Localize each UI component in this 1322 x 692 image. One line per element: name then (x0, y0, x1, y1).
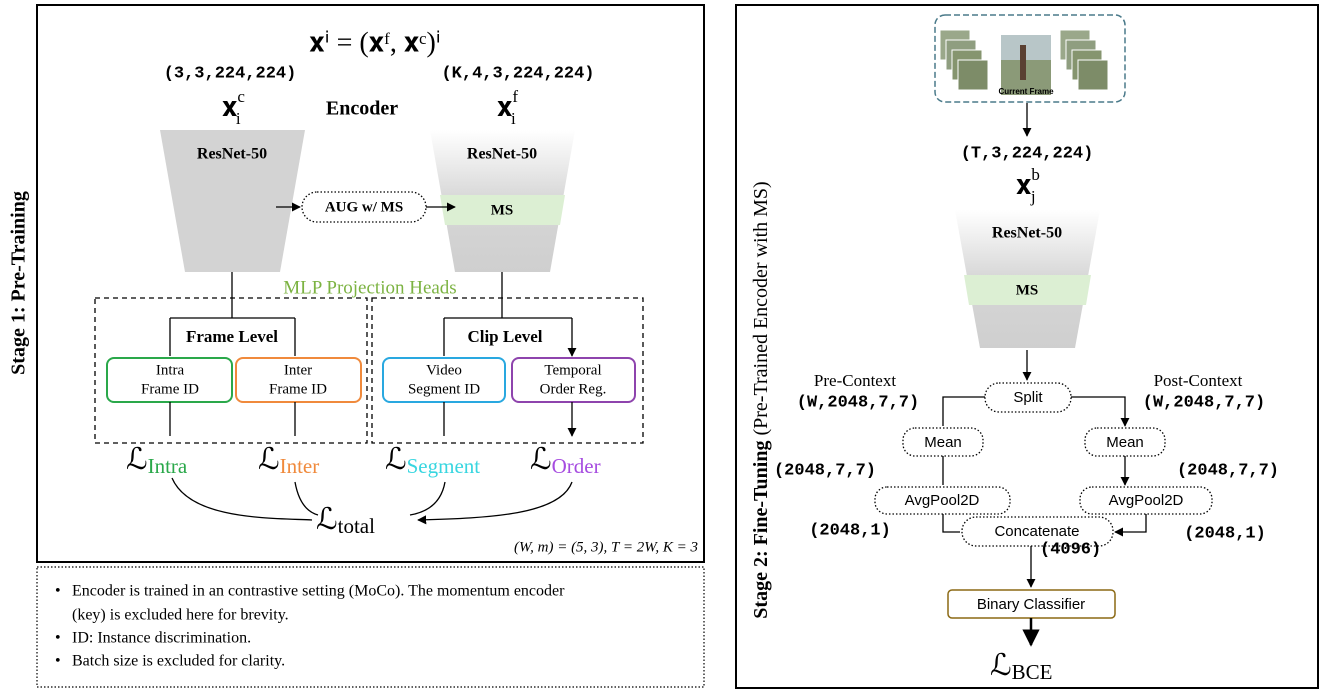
bce-loss: ℒBCE (990, 649, 1052, 684)
pool-shape: (2048,1) (809, 521, 891, 540)
bullet: • (55, 630, 61, 647)
frame-level: Frame Level (186, 327, 278, 346)
input-b: 𝐱b j (1016, 165, 1040, 206)
frame-box (94, 297, 368, 444)
stage1-panel (36, 4, 705, 563)
notes: • Encoder is trained in an contrastive s… (55, 583, 565, 670)
post-context: Post-Context (1154, 371, 1243, 390)
formula: 𝐱ⁱ = (𝐱ᶠ, 𝐱ᶜ)ⁱ (309, 27, 441, 58)
note: Encoder is trained in an contrastive set… (72, 583, 565, 600)
shape-in: (T,3,224,224) (961, 144, 1094, 163)
classifier-label: Binary Classifier (977, 596, 1085, 613)
arrow (169, 402, 572, 436)
bullet: • (55, 583, 61, 600)
split-label: Split (1013, 389, 1043, 406)
task-label: Intra (156, 362, 185, 378)
note: (key) is excluded here for brevity. (72, 607, 289, 624)
task-label: Video (426, 362, 462, 378)
arrow (169, 318, 572, 356)
aug-label: AUG w/ MS (325, 199, 403, 215)
input-f: 𝐱f i (497, 87, 518, 128)
task-label: Inter (284, 362, 312, 378)
mean-label: Mean (1106, 434, 1144, 451)
note: Batch size is excluded for clarity. (72, 653, 285, 670)
task-box (235, 357, 362, 403)
connector (170, 272, 572, 319)
arrow (942, 456, 1125, 485)
pre-shape: (W,2048,7,7) (797, 393, 919, 412)
frame-thumb (1077, 59, 1109, 91)
total-loss: ℒtotal (316, 503, 375, 538)
loss: ℒIntra (126, 443, 188, 478)
arrow (942, 514, 1147, 532)
pool-box (1079, 486, 1213, 515)
heads-label: MLP Projection Heads (283, 277, 456, 298)
aug-box (301, 191, 427, 223)
current-frame-label: Current Frame (998, 87, 1054, 96)
task-label: Temporal (544, 362, 601, 378)
stage2-label: Stage 2: Fine-Tuning(Pre-Trained Encoder… (750, 181, 772, 618)
backbone-left: ResNet-50 (197, 146, 267, 163)
stage2-panel (735, 4, 1319, 689)
bullet: • (55, 653, 61, 670)
params: (W, m) = (5, 3), T = 2W, K = 3 (514, 539, 698, 555)
figure (1020, 45, 1026, 80)
frame-thumb (957, 59, 989, 91)
mean-label: Mean (924, 434, 962, 451)
concat-label: Concatenate (994, 523, 1079, 540)
mean-shape: (2048,7,7) (774, 461, 876, 480)
encoder-label: Encoder (326, 98, 398, 120)
loss: ℒInter (258, 443, 319, 478)
clip-level: Clip Level (467, 327, 542, 346)
frames-group (934, 14, 1126, 103)
note: ID: Instance discrimination. (72, 630, 251, 647)
task-boxes: Intra Frame ID Inter Frame ID Video Segm… (106, 357, 636, 403)
shape-f: (K,4,3,224,224) (441, 64, 594, 83)
mean-box (1084, 427, 1166, 457)
task-label: Frame ID (269, 381, 327, 397)
task-label: Frame ID (141, 381, 199, 397)
encoder-left (160, 130, 305, 272)
clip-box (371, 297, 644, 444)
pool-label: AvgPool2D (905, 492, 980, 509)
ms-band (964, 275, 1091, 305)
input-c: 𝐱c i (222, 87, 245, 128)
loss: ℒOrder (530, 443, 601, 478)
frame-stacks (939, 29, 1109, 95)
ms-label: MS (1016, 282, 1039, 298)
loss: ℒSegment (385, 443, 480, 478)
concat-box (961, 516, 1114, 547)
post-shape: (W,2048,7,7) (1143, 393, 1265, 412)
ms-label: MS (491, 202, 514, 218)
mean-box (902, 427, 984, 457)
shape-c: (3,3,224,224) (164, 64, 297, 83)
pre-context: Pre-Context (814, 371, 896, 390)
backbone-right: ResNet-50 (467, 146, 537, 163)
concat-shape: (4096) (1040, 540, 1101, 559)
task-label: Segment ID (408, 381, 480, 397)
arrow (942, 396, 1125, 426)
task-box (511, 357, 636, 403)
notes-box (36, 566, 705, 688)
pool-label: AvgPool2D (1109, 492, 1184, 509)
ms-band (440, 195, 565, 225)
pool-shape: (2048,1) (1184, 524, 1266, 543)
backbone: ResNet-50 (992, 225, 1062, 242)
arrow (171, 477, 573, 520)
task-label: Order Reg. (540, 381, 607, 397)
stage1-label: Stage 1: Pre-Training (8, 191, 30, 375)
mean-shape: (2048,7,7) (1177, 461, 1279, 480)
